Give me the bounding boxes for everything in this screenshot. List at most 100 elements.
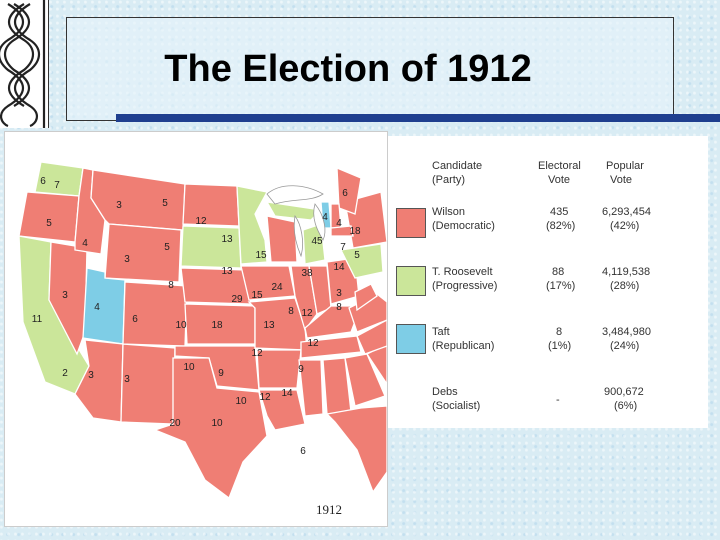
label-ny: 45 (311, 236, 323, 247)
state-nd (182, 183, 240, 227)
label-la: 10 (211, 418, 223, 429)
state-ms (298, 359, 324, 417)
popular-vote: 6,293,454 (602, 206, 651, 218)
label-or: 5 (46, 218, 52, 229)
state-az (74, 339, 124, 423)
label-az: 3 (88, 370, 94, 381)
state-wy (104, 223, 182, 283)
candidate-name: Debs (432, 386, 458, 398)
label-ri: 5 (354, 250, 360, 261)
electoral-pct: (17%) (546, 280, 576, 292)
electoral-vote: 88 (552, 266, 565, 278)
electoral-vote: 435 (550, 206, 569, 218)
electoral-pct: (82%) (546, 220, 576, 232)
label-ut: 4 (94, 302, 100, 313)
popular-vote: 4,119,538 (602, 266, 651, 278)
candidate-party: (Democratic) (432, 220, 495, 232)
swatch-taft (396, 324, 426, 354)
label-ok: 10 (183, 362, 195, 373)
label-ct: 7 (340, 242, 346, 253)
electoral-vote: - (556, 394, 560, 406)
label-id: 4 (82, 238, 88, 249)
label-ma: 18 (349, 226, 361, 237)
electoral-vote: 8 (556, 326, 563, 338)
knot-pattern-icon (0, 0, 46, 128)
state-la (258, 389, 306, 431)
state-ga (344, 353, 386, 407)
us-election-map: 7 6 5 11 2 3 4 3 3 4 6 3 3 5 5 8 10 10 2… (18, 161, 388, 500)
lake-michigan (293, 215, 303, 258)
header-popular-vote: Vote (610, 174, 633, 186)
state-mn (236, 185, 268, 265)
label-ca-extra: 2 (62, 368, 68, 379)
label-ks: 10 (175, 320, 187, 331)
state-me (336, 167, 362, 215)
label-sc: 9 (298, 364, 304, 375)
header-party: (Party) (432, 174, 465, 186)
candidate-name: Wilson (432, 206, 466, 218)
state-sd (180, 225, 242, 269)
label-ia: 13 (221, 266, 233, 277)
candidate-party: (Socialist) (432, 400, 481, 412)
candidate-name: Taft (432, 326, 450, 338)
label-va: 12 (301, 308, 313, 319)
label-ky: 13 (263, 320, 275, 331)
popular-pct: (6%) (614, 400, 638, 412)
candidate-name: T. Roosevelt (432, 266, 493, 278)
label-wy: 3 (124, 254, 130, 265)
popular-vote: 3,484,980 (602, 326, 651, 338)
popular-pct: (42%) (610, 220, 640, 232)
state-wi (266, 215, 298, 263)
label-tx: 20 (169, 418, 181, 429)
legend-panel: Candidate (Party) Electoral Vote Popular… (388, 136, 708, 428)
lake-huron (313, 203, 326, 241)
popular-vote: 900,672 (604, 386, 644, 398)
label-nv: 3 (62, 290, 68, 301)
label-me: 6 (342, 188, 348, 199)
electoral-pct: (1%) (548, 340, 572, 352)
state-mt (90, 169, 186, 231)
map-year: 1912 (316, 502, 342, 517)
label-wv: 8 (288, 306, 294, 317)
label-de: 3 (336, 288, 342, 299)
label-ar: 9 (218, 368, 224, 379)
label-ne: 8 (168, 280, 174, 291)
state-il (290, 265, 318, 332)
lake-superior (266, 185, 324, 205)
header-electoral: Electoral (538, 160, 581, 172)
header-popular: Popular (606, 160, 644, 172)
label-wi: 13 (221, 234, 233, 245)
state-or (18, 191, 80, 243)
state-ar (256, 349, 302, 389)
candidate-party: (Republican) (432, 340, 495, 352)
label-fl: 6 (300, 446, 306, 457)
label-ga: 14 (281, 388, 293, 399)
label-pa: 38 (301, 268, 313, 279)
label-md: 8 (336, 302, 342, 313)
state-ia (240, 265, 296, 301)
popular-pct: (28%) (610, 280, 640, 292)
celtic-knot-decoration (0, 0, 49, 128)
label-wa-extra: 6 (40, 176, 46, 187)
state-wv (354, 283, 378, 312)
label-in: 15 (251, 290, 263, 301)
slide-title: The Election of 1912 (164, 48, 532, 90)
label-mo: 18 (211, 320, 223, 331)
label-co: 6 (132, 314, 138, 325)
label-ms: 10 (235, 396, 247, 407)
state-tn (300, 335, 362, 359)
state-fl (325, 405, 388, 494)
candidate-party: (Progressive) (432, 280, 498, 292)
swatch-wilson (396, 208, 426, 238)
label-il: 29 (231, 294, 243, 305)
state-ut (82, 267, 126, 345)
label-nj: 14 (333, 262, 345, 273)
state-mi-upper (265, 201, 323, 221)
label-sd: 5 (164, 242, 170, 253)
label-tn: 12 (251, 348, 263, 359)
title-box: The Election of 1912 (66, 17, 674, 121)
label-ca: 11 (32, 314, 43, 325)
label-nc: 12 (307, 338, 319, 349)
label-nd: 5 (162, 198, 168, 209)
label-mt: 3 (116, 200, 122, 211)
